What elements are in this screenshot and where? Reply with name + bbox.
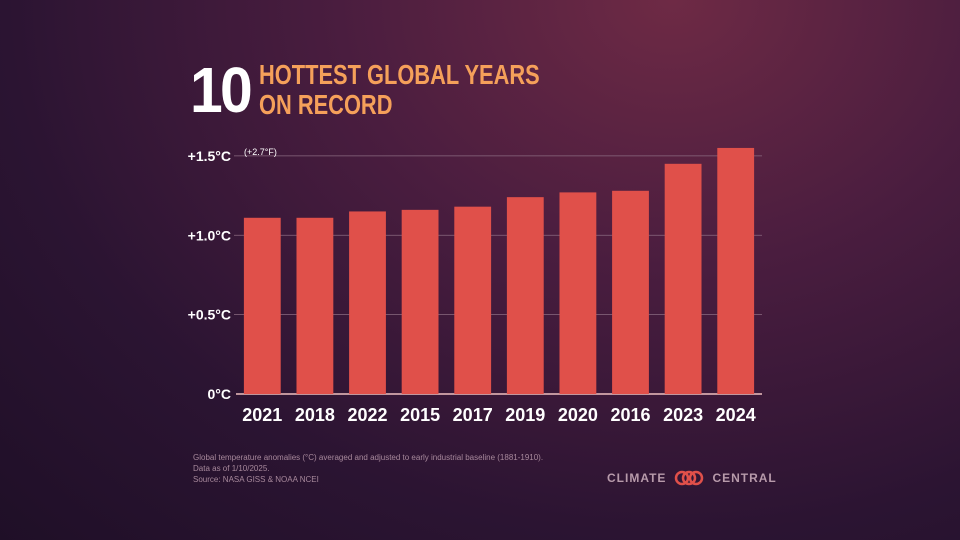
footnote-line-1: Global temperature anomalies (°C) averag… bbox=[193, 453, 544, 462]
title-line-2: ON RECORD bbox=[259, 89, 393, 120]
annotation-label: (+2.7°F) bbox=[244, 147, 277, 157]
title-text: HOTTEST GLOBAL YEARS ON RECORD bbox=[259, 60, 540, 120]
x-tick-label: 2017 bbox=[453, 405, 493, 425]
x-tick-label: 2022 bbox=[347, 405, 387, 425]
chart-title: 10 HOTTEST GLOBAL YEARS ON RECORD bbox=[190, 58, 619, 122]
x-tick-label: 2021 bbox=[242, 405, 282, 425]
x-tick-label: 2023 bbox=[663, 405, 703, 425]
x-tick-label: 2024 bbox=[716, 405, 756, 425]
x-tick-label: 2020 bbox=[558, 405, 598, 425]
title-number: 10 bbox=[190, 54, 253, 126]
x-tick-label: 2016 bbox=[610, 405, 650, 425]
x-tick-label: 2018 bbox=[295, 405, 335, 425]
x-tick-label: 2019 bbox=[505, 405, 545, 425]
bar bbox=[243, 217, 281, 394]
bar bbox=[612, 190, 649, 394]
y-tick-label: +1.5°C bbox=[188, 148, 231, 164]
bar bbox=[664, 163, 702, 394]
logo-text-right: CENTRAL bbox=[712, 471, 777, 485]
y-tick-label: +0.5°C bbox=[188, 307, 231, 323]
bar bbox=[506, 197, 544, 394]
bar bbox=[717, 147, 755, 394]
bar bbox=[296, 217, 334, 394]
climate-central-logo: CLIMATE CENTRAL bbox=[607, 470, 777, 486]
y-tick-label: +1.0°C bbox=[188, 227, 231, 243]
bar bbox=[454, 206, 492, 394]
x-tick-label: 2015 bbox=[400, 405, 440, 425]
footnote: Global temperature anomalies (°C) averag… bbox=[193, 452, 543, 485]
logo-text-left: CLIMATE bbox=[607, 471, 667, 485]
title-line-1: HOTTEST GLOBAL YEARS bbox=[259, 59, 540, 90]
footnote-line-2: Data as of 1/10/2025. bbox=[193, 464, 270, 473]
bar bbox=[559, 192, 597, 394]
y-tick-label: 0°C bbox=[208, 386, 232, 402]
bar bbox=[401, 209, 439, 394]
bar bbox=[349, 211, 386, 394]
footnote-line-3: Source: NASA GISS & NOAA NCEI bbox=[193, 475, 319, 484]
logo-rings-icon bbox=[675, 470, 704, 486]
